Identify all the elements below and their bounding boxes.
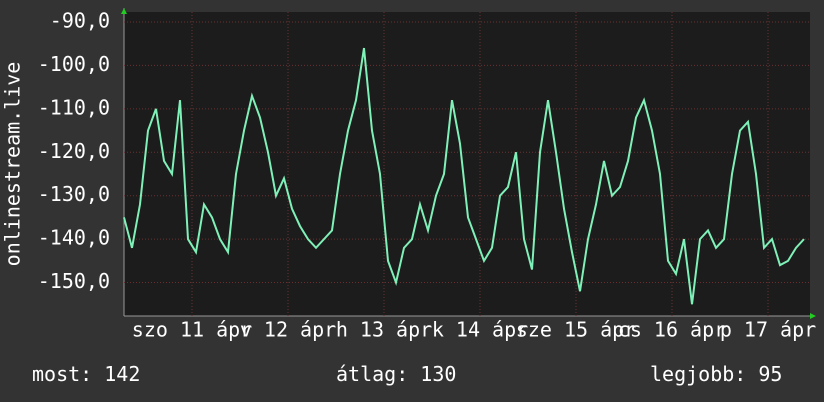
- x-tick-label: cs 16 ápr: [618, 318, 726, 342]
- plot-area: [124, 12, 810, 316]
- stat-label: legjobb:: [650, 362, 746, 386]
- y-tick-label: -130,0: [38, 182, 110, 206]
- stat-value: 130: [420, 362, 456, 386]
- stat-value: 142: [104, 362, 140, 386]
- y-tick-label: -110,0: [38, 95, 110, 119]
- y-tick-label: -100,0: [38, 52, 110, 76]
- y-tick-label: -90,0: [50, 8, 110, 32]
- data-line: [123, 47, 805, 305]
- arrow: [810, 313, 816, 319]
- y-tick-label: -120,0: [38, 139, 110, 163]
- stat: átlag: 130: [336, 362, 456, 386]
- x-tick-label: szo 11 ápr: [132, 318, 252, 342]
- y-tick-label: -150,0: [38, 269, 110, 293]
- stat-value: 95: [758, 362, 782, 386]
- x-tick-label: h 13 ápr: [336, 318, 432, 342]
- x-tick-label: k 14 ápr: [432, 318, 528, 342]
- stat: most: 142: [32, 362, 140, 386]
- stat: legjobb: 95: [650, 362, 782, 386]
- x-tick-label: sze 15 ápr: [516, 318, 636, 342]
- y-tick-label: -140,0: [38, 226, 110, 250]
- x-tick-label: p 17 ápr: [720, 318, 816, 342]
- x-tick-label: v 12 ápr: [240, 318, 336, 342]
- stat-label: most:: [32, 362, 92, 386]
- stat-label: átlag:: [336, 362, 408, 386]
- arrow: [121, 8, 127, 14]
- y-axis-label: onlinestream.live: [1, 62, 25, 267]
